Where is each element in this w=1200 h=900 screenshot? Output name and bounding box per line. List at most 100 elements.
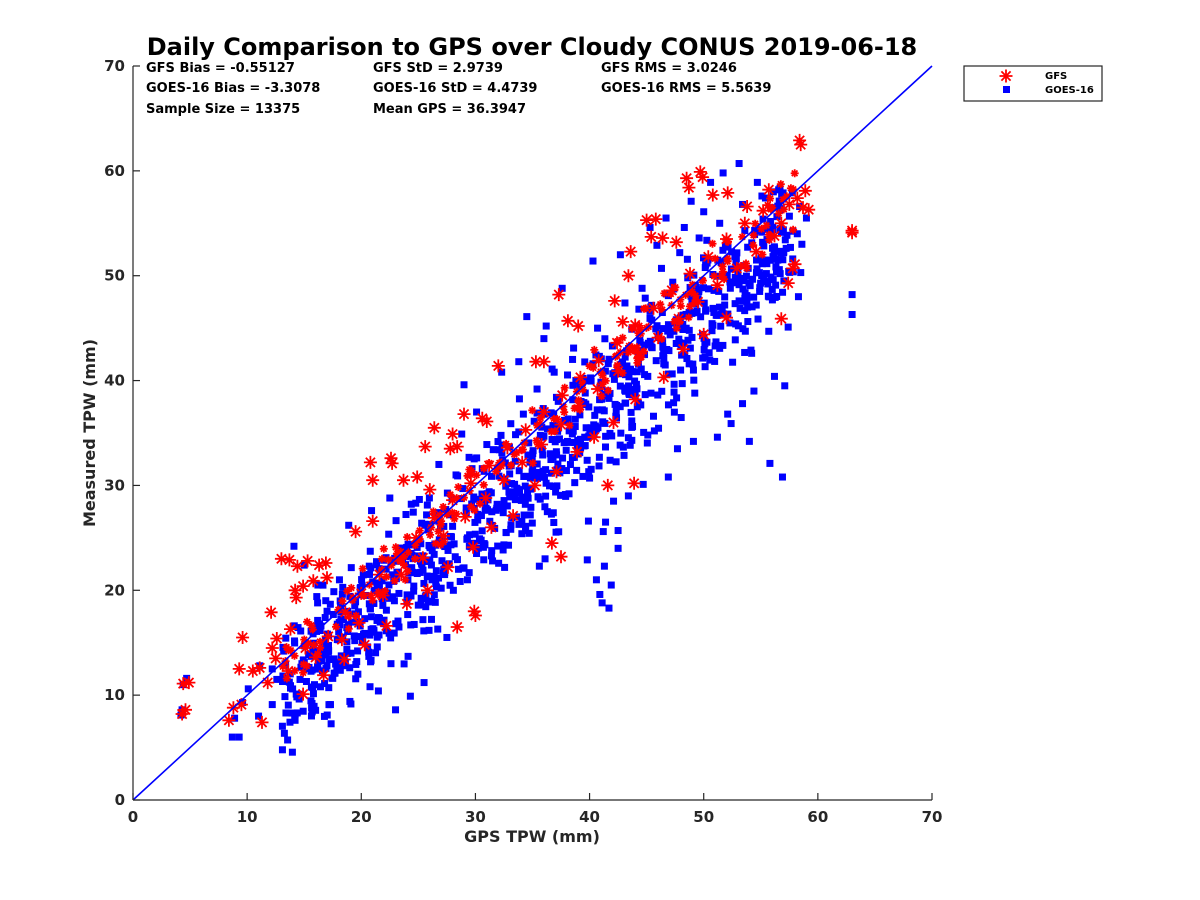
- goes16-point: [700, 208, 708, 216]
- goes16-point: [491, 524, 499, 532]
- goes16-point: [592, 576, 600, 584]
- gfs-point: [448, 508, 457, 517]
- goes16-point: [670, 408, 678, 416]
- y-tick-label: 60: [104, 162, 125, 180]
- gfs-point: [616, 315, 630, 329]
- goes16-point: [708, 327, 716, 335]
- goes16-point: [488, 508, 496, 516]
- gfs-point: [737, 262, 745, 270]
- goes16-point: [347, 649, 355, 657]
- goes16-point: [621, 386, 629, 394]
- goes16-point: [802, 214, 810, 222]
- goes16-point: [601, 335, 609, 343]
- goes16-point: [553, 451, 561, 459]
- gfs-point: [480, 415, 494, 428]
- goes16-point: [367, 658, 375, 666]
- gfs-point: [334, 605, 343, 614]
- stat-gfs-std: GFS StD = 2.9739: [373, 61, 503, 76]
- gfs-point: [222, 713, 236, 727]
- goes16-point: [420, 627, 428, 635]
- goes16-point: [616, 251, 624, 259]
- gfs-point: [381, 587, 389, 596]
- gfs-point: [710, 278, 724, 292]
- goes16-point: [610, 497, 618, 505]
- goes16-point: [754, 227, 762, 235]
- gfs-point: [441, 560, 455, 574]
- goes16-point: [347, 564, 355, 572]
- goes16-point: [742, 272, 750, 280]
- gfs-point: [299, 668, 308, 677]
- gfs-point: [537, 405, 551, 419]
- goes16-point: [444, 546, 452, 554]
- goes16-point: [719, 169, 727, 177]
- goes16-point: [524, 488, 532, 496]
- goes16-point: [753, 265, 761, 273]
- goes16-point: [503, 502, 511, 510]
- goes16-point: [330, 655, 338, 663]
- goes16-point: [552, 488, 560, 496]
- gfs-point: [450, 514, 459, 523]
- gfs-point: [561, 314, 575, 328]
- gfs-point: [492, 467, 501, 476]
- goes16-point: [386, 494, 394, 502]
- gfs-point: [536, 413, 545, 422]
- goes16-point: [540, 473, 548, 481]
- goes16-point: [483, 490, 491, 498]
- goes16-point: [231, 714, 239, 722]
- goes16-point: [385, 581, 393, 589]
- gfs-point: [782, 197, 796, 211]
- goes16-point: [570, 453, 578, 461]
- gfs-point: [439, 503, 448, 511]
- gfs-point: [628, 343, 637, 352]
- goes16-point: [524, 451, 532, 459]
- gfs-point: [347, 583, 356, 592]
- goes16-point: [494, 438, 502, 446]
- gfs-point: [763, 201, 772, 210]
- goes16-point: [633, 368, 641, 376]
- gfs-point: [296, 579, 310, 593]
- gfs-point: [749, 231, 758, 240]
- goes16-point: [522, 522, 530, 530]
- y-tick-label: 0: [115, 791, 125, 809]
- gfs-point: [261, 676, 275, 690]
- goes16-point: [741, 227, 749, 235]
- goes16-point: [463, 535, 471, 543]
- gfs-point: [434, 527, 443, 536]
- gfs-point: [670, 317, 679, 326]
- goes16-point: [513, 513, 521, 521]
- gfs-point: [269, 651, 283, 665]
- goes16-point: [345, 521, 353, 529]
- goes16-point: [680, 223, 688, 231]
- gfs-point: [598, 371, 607, 380]
- goes16-point: [423, 572, 431, 580]
- goes16-point: [705, 349, 713, 357]
- goes16-point: [462, 504, 470, 512]
- gfs-point: [296, 687, 310, 701]
- gfs-point: [627, 476, 641, 490]
- gfs-point: [635, 321, 644, 330]
- gfs-point: [774, 216, 788, 230]
- goes16-point: [782, 244, 790, 252]
- gfs-point: [429, 507, 438, 516]
- gfs-point: [682, 181, 696, 195]
- goes16-point: [581, 389, 589, 397]
- goes16-point: [665, 370, 673, 378]
- goes16-point: [744, 243, 752, 251]
- goes16-point: [616, 382, 624, 390]
- goes16-point: [460, 564, 468, 572]
- goes16-point: [624, 434, 632, 442]
- goes16-point: [592, 351, 600, 359]
- gfs-point: [466, 540, 480, 554]
- y-tick-label: 30: [104, 476, 125, 494]
- goes16-point: [709, 304, 717, 312]
- goes16-point: [739, 400, 747, 408]
- goes16-point: [717, 259, 725, 267]
- goes16-point: [701, 363, 709, 371]
- goes16-point: [654, 391, 662, 399]
- gfs-point: [698, 276, 707, 285]
- gfs-point: [596, 367, 605, 376]
- goes16-point: [325, 655, 333, 663]
- goes16-point: [498, 368, 506, 376]
- goes16-point: [488, 547, 496, 555]
- gfs-point: [316, 643, 325, 652]
